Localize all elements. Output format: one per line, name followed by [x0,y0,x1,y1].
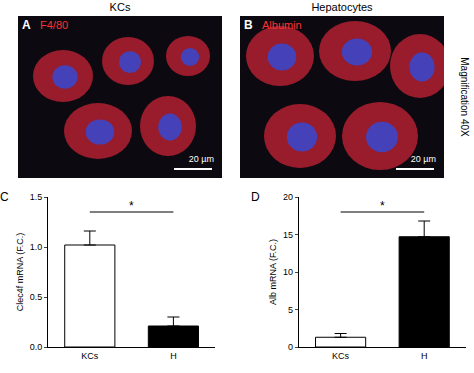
html-text:Hepatocytes: Hepatocytes [311,1,373,13]
svg-text:1.0: 1.0 [30,242,43,252]
html-text:A: A [22,18,31,32]
html-text:20 µm: 20 µm [188,154,214,164]
svg-text:1.5: 1.5 [30,192,43,202]
svg-text:10: 10 [283,267,293,277]
svg-text:H: H [170,351,177,361]
html-text:Magnification 40X: Magnification 40X [459,57,470,137]
svg-text:C: C [0,190,9,204]
svg-text:Alb mRNA (F.C.): Alb mRNA (F.C.) [268,239,278,305]
svg-text:0: 0 [288,342,293,352]
svg-text:15: 15 [283,230,293,240]
svg-text:0.0: 0.0 [30,342,43,352]
svg-text:*: * [380,199,385,213]
svg-text:20: 20 [283,192,293,202]
svg-text:H: H [421,351,428,361]
svg-text:*: * [129,199,134,213]
svg-text:KCs: KCs [332,351,350,361]
svg-text:5: 5 [288,305,293,315]
svg-text:0.5: 0.5 [30,292,43,302]
html-text:F4/80: F4/80 [40,19,69,31]
html-text:Albumin: Albumin [262,19,302,31]
svg-text:Clec4f mRNA (F.C.): Clec4f mRNA (F.C.) [15,233,25,312]
svg-text:D: D [251,190,260,204]
html-text:KCs: KCs [109,1,131,13]
html-text:B: B [244,18,253,32]
svg-text:KCs: KCs [81,351,99,361]
html-text:20 µm: 20 µm [410,154,436,164]
